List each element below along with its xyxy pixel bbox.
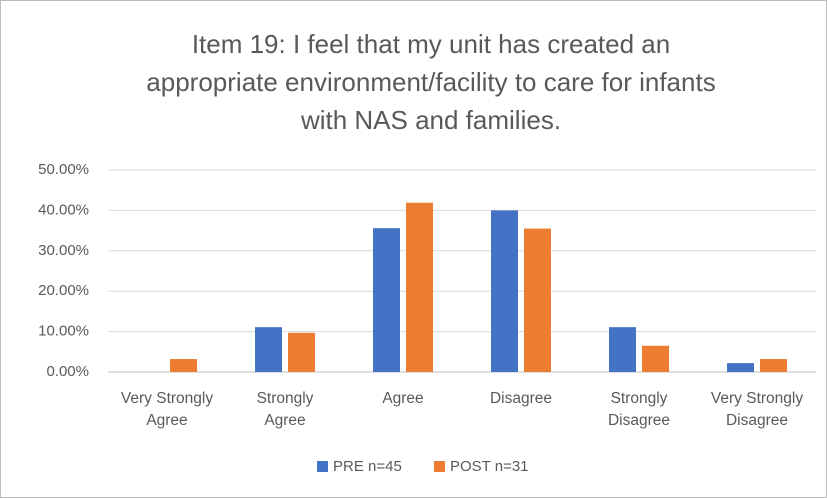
bar: [760, 359, 787, 372]
y-tick-label: 40.00%: [38, 201, 89, 218]
x-tick-label: Agree: [382, 390, 424, 407]
legend-label: PRE n=45: [333, 458, 402, 475]
y-tick-label: 50.00%: [38, 161, 89, 178]
x-tick-label: Disagree: [489, 390, 553, 407]
bar: [170, 359, 197, 372]
x-tick-label: Very Strongly Disagree: [710, 390, 804, 429]
x-tick-label: Strongly Agree: [256, 390, 314, 429]
bar: [255, 327, 282, 372]
bar: [609, 327, 636, 372]
y-tick-label: 10.00%: [38, 323, 89, 340]
bar: [406, 202, 433, 372]
bar: [491, 210, 518, 372]
legend-swatch: [434, 461, 445, 472]
y-tick-label: 20.00%: [38, 282, 89, 299]
bar: [524, 228, 551, 372]
chart-title: Item 19: I feel that my unit has created…: [146, 29, 716, 135]
bar: [373, 228, 400, 372]
bar: [727, 363, 754, 372]
x-tick-label: Strongly Disagree: [607, 390, 671, 429]
bar: [642, 345, 669, 372]
y-tick-label: 30.00%: [38, 242, 89, 259]
x-tick-label: Very Strongly Agree: [120, 390, 214, 429]
legend-swatch: [317, 461, 328, 472]
legend-label: POST n=31: [450, 458, 529, 475]
bar: [288, 332, 315, 372]
y-tick-label: 0.00%: [46, 363, 89, 380]
